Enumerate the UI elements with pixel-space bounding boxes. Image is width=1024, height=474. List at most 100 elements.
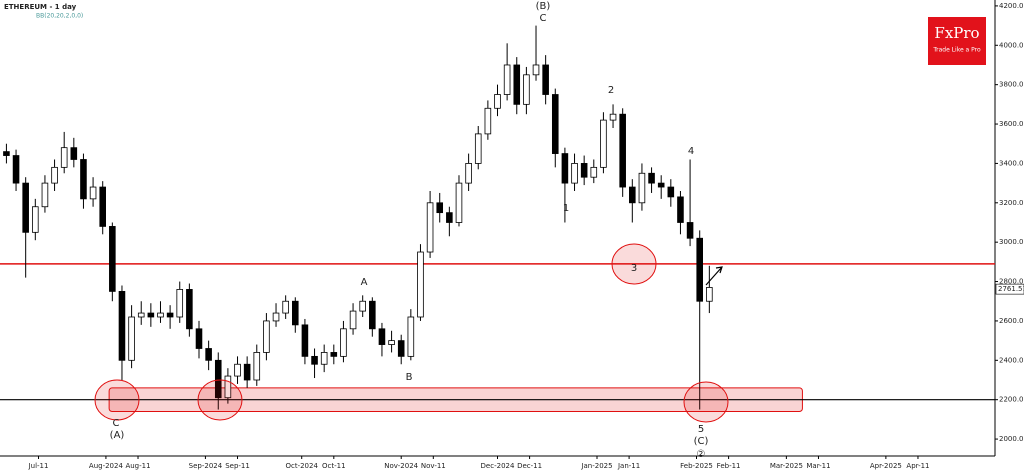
y-tick-label: 2800.00: [999, 278, 1024, 286]
candle-body: [109, 226, 116, 292]
candle-body: [137, 312, 145, 318]
x-tick-label: Sep-11: [225, 462, 250, 470]
candle-body: [263, 320, 270, 353]
candle-body: [465, 163, 472, 184]
candle-body: [706, 287, 713, 302]
candle-body: [224, 375, 232, 399]
candle-body: [657, 182, 665, 188]
candle-body: [388, 340, 395, 345]
x-tick-label: Feb-2025: [680, 462, 713, 470]
y-tick-label: 2000.00: [999, 435, 1024, 443]
last-price-label: 2761.51: [998, 285, 1024, 293]
candle-body: [523, 74, 530, 105]
candle-body: [484, 107, 492, 135]
y-tick-label: 4200.00: [999, 2, 1024, 10]
candle-body: [166, 312, 174, 318]
candle-body: [417, 251, 424, 318]
wave-label: C: [113, 418, 120, 429]
wave-label: B: [406, 372, 413, 383]
x-tick-label: Jan-11: [617, 462, 640, 470]
y-tick-label: 4000.00: [999, 41, 1024, 49]
candle-body: [22, 182, 29, 233]
chart-title: ETHEREUM - 1 day: [4, 3, 77, 11]
y-tick-label: 3600.00: [999, 120, 1024, 128]
candle-body: [532, 64, 540, 76]
logo-brand: FxPro: [934, 24, 979, 42]
x-tick-label: Dec-2024: [481, 462, 515, 470]
logo: [928, 17, 986, 65]
highlight-circle: [94, 379, 140, 421]
x-tick-label: Aug-11: [125, 462, 150, 470]
candle-body: [320, 352, 328, 365]
y-tick-label: 2400.00: [999, 356, 1024, 364]
candle-body: [696, 237, 703, 302]
y-tick-label: 3800.00: [999, 81, 1024, 89]
x-tick-label: Nov-2024: [384, 462, 418, 470]
wave-label: C: [540, 13, 547, 24]
candle-body: [195, 328, 203, 349]
x-tick-label: Dec-11: [517, 462, 542, 470]
indicator-label: BB(20,20,2,0,0): [36, 13, 83, 20]
highlight-circle: [197, 379, 243, 421]
candle-body: [436, 202, 444, 214]
candle-body: [590, 166, 598, 178]
x-tick-label: Oct-2024: [285, 462, 318, 470]
wave-label: A: [361, 277, 368, 288]
candle-body: [118, 290, 126, 361]
candle-body: [667, 186, 675, 198]
candle-body: [369, 300, 376, 330]
candle-body: [619, 113, 626, 188]
candle-body: [503, 64, 511, 95]
x-tick-label: Mar-2025: [770, 462, 803, 470]
candle-body: [176, 289, 184, 318]
y-tick-label: 3200.00: [999, 199, 1024, 207]
candle-body: [99, 186, 106, 227]
candle-body: [551, 94, 559, 154]
candle-body: [359, 300, 366, 312]
candle-body: [70, 147, 78, 160]
candle-body: [638, 172, 646, 204]
candle-body: [677, 196, 684, 223]
y-tick-label: 3000.00: [999, 238, 1024, 246]
candle-body: [407, 316, 415, 357]
candle-body: [253, 352, 261, 381]
candle-body: [292, 300, 299, 326]
wave-label: 1: [563, 203, 569, 214]
candle-body: [214, 359, 222, 399]
x-tick-label: Jan-2025: [580, 462, 612, 470]
candle-body: [282, 300, 289, 314]
wave-label: 5: [698, 424, 704, 435]
last-price-box: [995, 283, 1024, 295]
candle-body: [571, 163, 578, 184]
candle-body: [609, 113, 617, 121]
wave-label: (C): [694, 436, 709, 447]
candle-body: [446, 212, 453, 223]
candle-body: [629, 186, 636, 204]
candle-body: [330, 352, 338, 357]
candle-body: [157, 312, 164, 318]
highlight-circle: [611, 243, 657, 285]
highlight-circle: [683, 381, 729, 423]
candle-body: [186, 289, 193, 330]
candle-body: [234, 363, 241, 377]
x-tick-label: Apr-11: [906, 462, 929, 470]
candle-body: [51, 166, 58, 184]
y-tick-label: 3400.00: [999, 159, 1024, 167]
candle-body: [205, 348, 212, 361]
candle-body: [80, 159, 87, 200]
candle-body: [311, 355, 318, 365]
wave-label: 3: [631, 263, 637, 274]
candle-body: [600, 119, 607, 168]
candle-body: [272, 312, 280, 322]
y-tick-label: 2600.00: [999, 317, 1024, 325]
candle-body: [349, 310, 357, 330]
x-tick-label: Nov-11: [421, 462, 446, 470]
x-tick-label: Apr-2025: [870, 462, 902, 470]
candle-body: [147, 312, 155, 318]
arrow: [705, 266, 723, 286]
wave-label: (B): [536, 1, 551, 12]
wave-label: 4: [688, 146, 694, 157]
candle-body: [494, 94, 501, 109]
